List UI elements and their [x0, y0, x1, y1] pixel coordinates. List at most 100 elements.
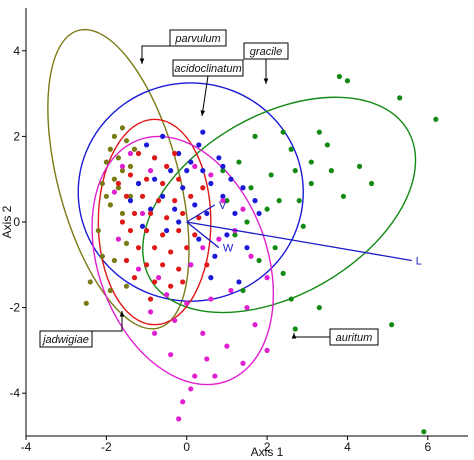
auritum-point	[228, 287, 234, 294]
auritum-point	[204, 356, 210, 362]
callout-acidoclinatum-box	[172, 59, 244, 77]
callout-auritum-label: auritum	[336, 332, 373, 344]
jadwigiae-point	[123, 193, 130, 199]
gracile-point	[397, 95, 403, 101]
ellipse-layer	[47, 28, 417, 386]
acidoclinatum-point	[240, 185, 246, 191]
gracile-point	[248, 185, 254, 191]
parvulum-point	[115, 185, 122, 191]
jadwigiae-point	[176, 266, 182, 272]
gracile-point	[264, 206, 270, 212]
vector-L	[186, 221, 412, 262]
gracile-point	[340, 193, 347, 199]
gracile-point	[256, 257, 262, 264]
parvulum-point	[111, 257, 117, 264]
callout-gracile-arrowhead	[263, 78, 269, 84]
auritum-point	[135, 266, 142, 272]
jadwigiae-point	[180, 210, 186, 217]
auritum-point	[224, 343, 230, 349]
jadwigiae-point	[135, 245, 142, 251]
vector-label-W: W	[223, 243, 234, 255]
callout-parvulum-leader	[141, 45, 170, 64]
x-tick-label: 0	[183, 440, 190, 454]
acidoclinatum-point	[200, 168, 206, 174]
vector-layer: L W V	[186, 200, 422, 268]
auritum-ellipse	[91, 135, 275, 386]
callout-parvulum: parvulum	[139, 29, 227, 64]
auritum-point	[147, 168, 154, 174]
callout-gracile-label: gracile	[250, 46, 282, 58]
jadwigiae-point	[143, 262, 150, 268]
acidoclinatum-point	[160, 133, 166, 139]
callout-layer: parvulum acidoclinatum gracile jadwigiae aur…	[39, 29, 379, 348]
jadwigiae-point	[160, 232, 166, 238]
auritum-point	[147, 309, 154, 315]
points-layer	[83, 73, 439, 435]
auritum-point	[111, 189, 117, 195]
callout-acidoclinatum-leader	[201, 75, 209, 117]
auritum-point	[188, 386, 194, 392]
auritum-point	[200, 245, 206, 251]
jadwigiae-point	[139, 193, 146, 199]
parvulum-point	[107, 202, 113, 208]
auritum-point	[244, 305, 250, 311]
callout-jadwigiae-leader	[92, 311, 123, 332]
jadwigiae-point	[151, 155, 158, 161]
acidoclinatum-point	[196, 142, 202, 148]
jadwigiae-point	[160, 262, 166, 268]
parvulum-point	[103, 159, 109, 165]
x-ticks: -4 -2 0 2 4 6	[21, 436, 431, 454]
auritum-point	[164, 292, 170, 298]
jadwigiae-point	[172, 198, 178, 204]
acidoclinatum-point	[172, 206, 178, 212]
callout-parvulum-label: parvulum	[174, 33, 220, 45]
callout-acidoclinatum-label: acidoclinatum	[174, 63, 241, 75]
y-tick-label: -4	[9, 386, 20, 400]
parvulum-point	[111, 133, 117, 139]
acidoclinatum-point	[196, 236, 202, 242]
jadwigiae-point	[131, 275, 138, 281]
jadwigiae-point	[151, 279, 158, 285]
acidoclinatum-point	[232, 210, 238, 217]
acidoclinatum-point	[204, 210, 210, 217]
acidoclinatum-point	[176, 150, 182, 157]
auritum-point	[139, 210, 146, 217]
jadwigiae-point	[151, 245, 158, 251]
gracile-point	[356, 163, 363, 169]
acidoclinatum-point	[127, 198, 134, 204]
y-axis-label: Axis 2	[0, 205, 14, 238]
jadwigiae-point	[131, 210, 138, 217]
jadwigiae-point	[147, 210, 154, 217]
jadwigiae-point	[180, 279, 186, 285]
auritum-point	[168, 352, 174, 358]
auritum-point	[180, 399, 186, 405]
callout-auritum-arrowhead	[291, 333, 297, 339]
jadwigiae-point	[168, 283, 174, 289]
auritum-point	[188, 262, 194, 268]
acidoclinatum-point	[208, 275, 214, 281]
parvulum-point	[119, 125, 126, 131]
x-tick-label: 6	[424, 440, 431, 454]
auritum-point	[240, 360, 246, 366]
callout-auritum: auritum	[291, 328, 379, 346]
auritum-point	[264, 347, 270, 353]
jadwigiae-point	[127, 172, 134, 178]
acidoclinatum-point	[208, 180, 214, 187]
y-tick-label: 0	[13, 215, 20, 229]
parvulum-point	[119, 168, 126, 174]
acidoclinatum-point	[184, 168, 190, 174]
gracile-point	[308, 159, 314, 165]
acidoclinatum-point	[220, 163, 226, 169]
auritum-point	[119, 163, 126, 169]
y-ticks: -4 -2 0 2 4	[9, 44, 26, 400]
callout-auritum-box	[329, 328, 379, 346]
gracile-point	[240, 287, 246, 294]
gracile-point	[433, 116, 439, 122]
jadwigiae-point	[172, 150, 178, 157]
auritum-point	[184, 300, 190, 306]
callout-jadwigiae-label: jadwigiae	[41, 334, 89, 346]
parvulum-point	[131, 146, 138, 152]
jadwigiae-point	[135, 150, 142, 157]
y-tick-label: 4	[13, 44, 20, 58]
